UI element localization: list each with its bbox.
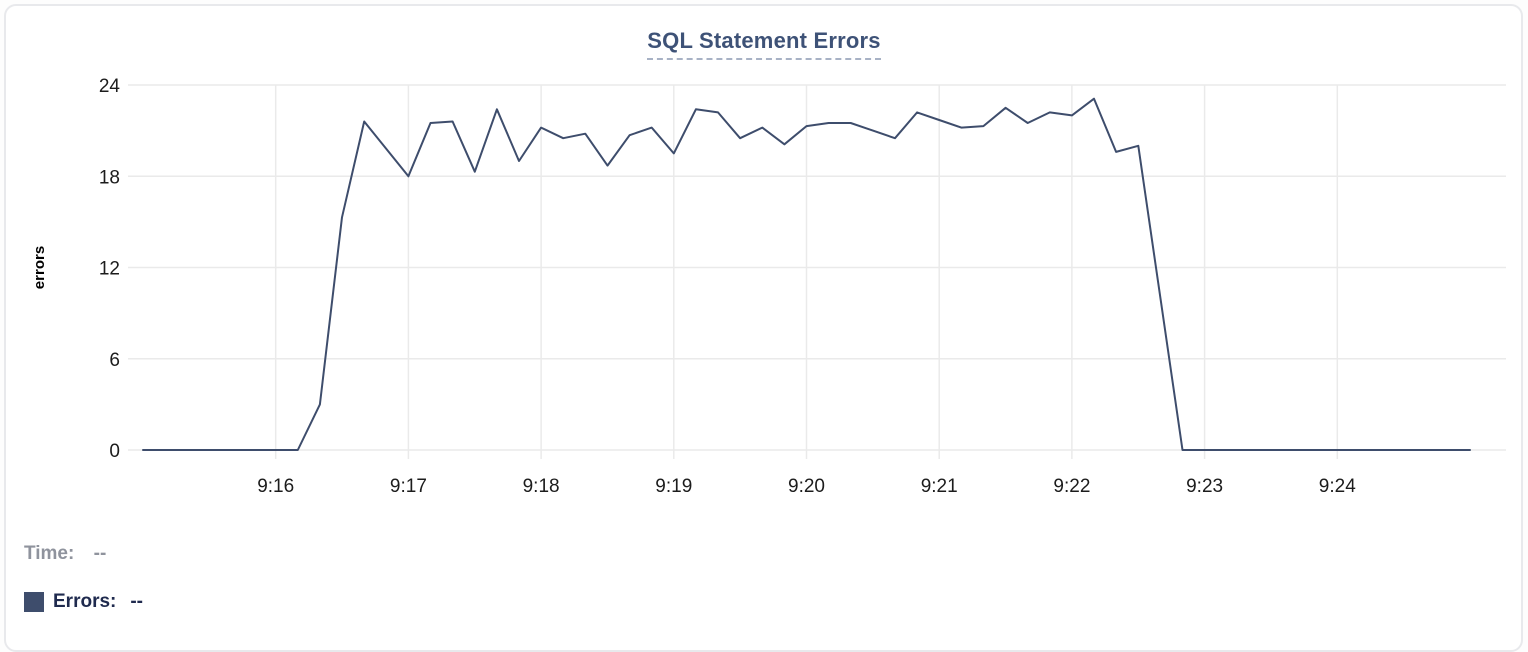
y-tick-label: 18	[99, 167, 120, 188]
errors-legend-row: Errors: --	[24, 591, 143, 613]
errors-series-swatch	[24, 592, 44, 612]
time-readout-label: Time:	[24, 543, 75, 564]
time-readout-value: --	[93, 543, 107, 564]
x-tick-label: 9:17	[390, 476, 427, 497]
errors-readout-label: Errors:	[53, 591, 117, 612]
x-tick-label: 9:22	[1053, 476, 1090, 497]
x-tick-label: 9:18	[523, 476, 560, 497]
y-tick-label: 0	[109, 441, 120, 462]
x-tick-label: 9:20	[788, 476, 825, 497]
time-readout-row: Time: --	[24, 543, 106, 565]
y-tick-label: 12	[99, 259, 120, 280]
chart-title[interactable]: SQL Statement Errors	[647, 28, 881, 60]
x-tick-label: 9:16	[257, 476, 294, 497]
y-tick-label: 24	[99, 76, 121, 97]
y-axis-title: errors	[31, 246, 48, 289]
y-tick-label: 6	[109, 350, 120, 371]
errors-readout-value: --	[130, 591, 144, 612]
x-tick-label: 9:21	[921, 476, 958, 497]
x-tick-label: 9:23	[1186, 476, 1223, 497]
errors-series-line[interactable]	[142, 97, 1471, 451]
chart-card	[4, 4, 1523, 652]
x-tick-label: 9:24	[1319, 476, 1356, 497]
errors-line-chart-plot-area[interactable]: 0 6 12 18 24 9:16 9:17 9:18 9:19 9:20 9:21 9:22 9:23…	[0, 0, 1528, 512]
chart-header: SQL Statement Errors	[0, 28, 1528, 60]
x-tick-label: 9:19	[655, 476, 692, 497]
